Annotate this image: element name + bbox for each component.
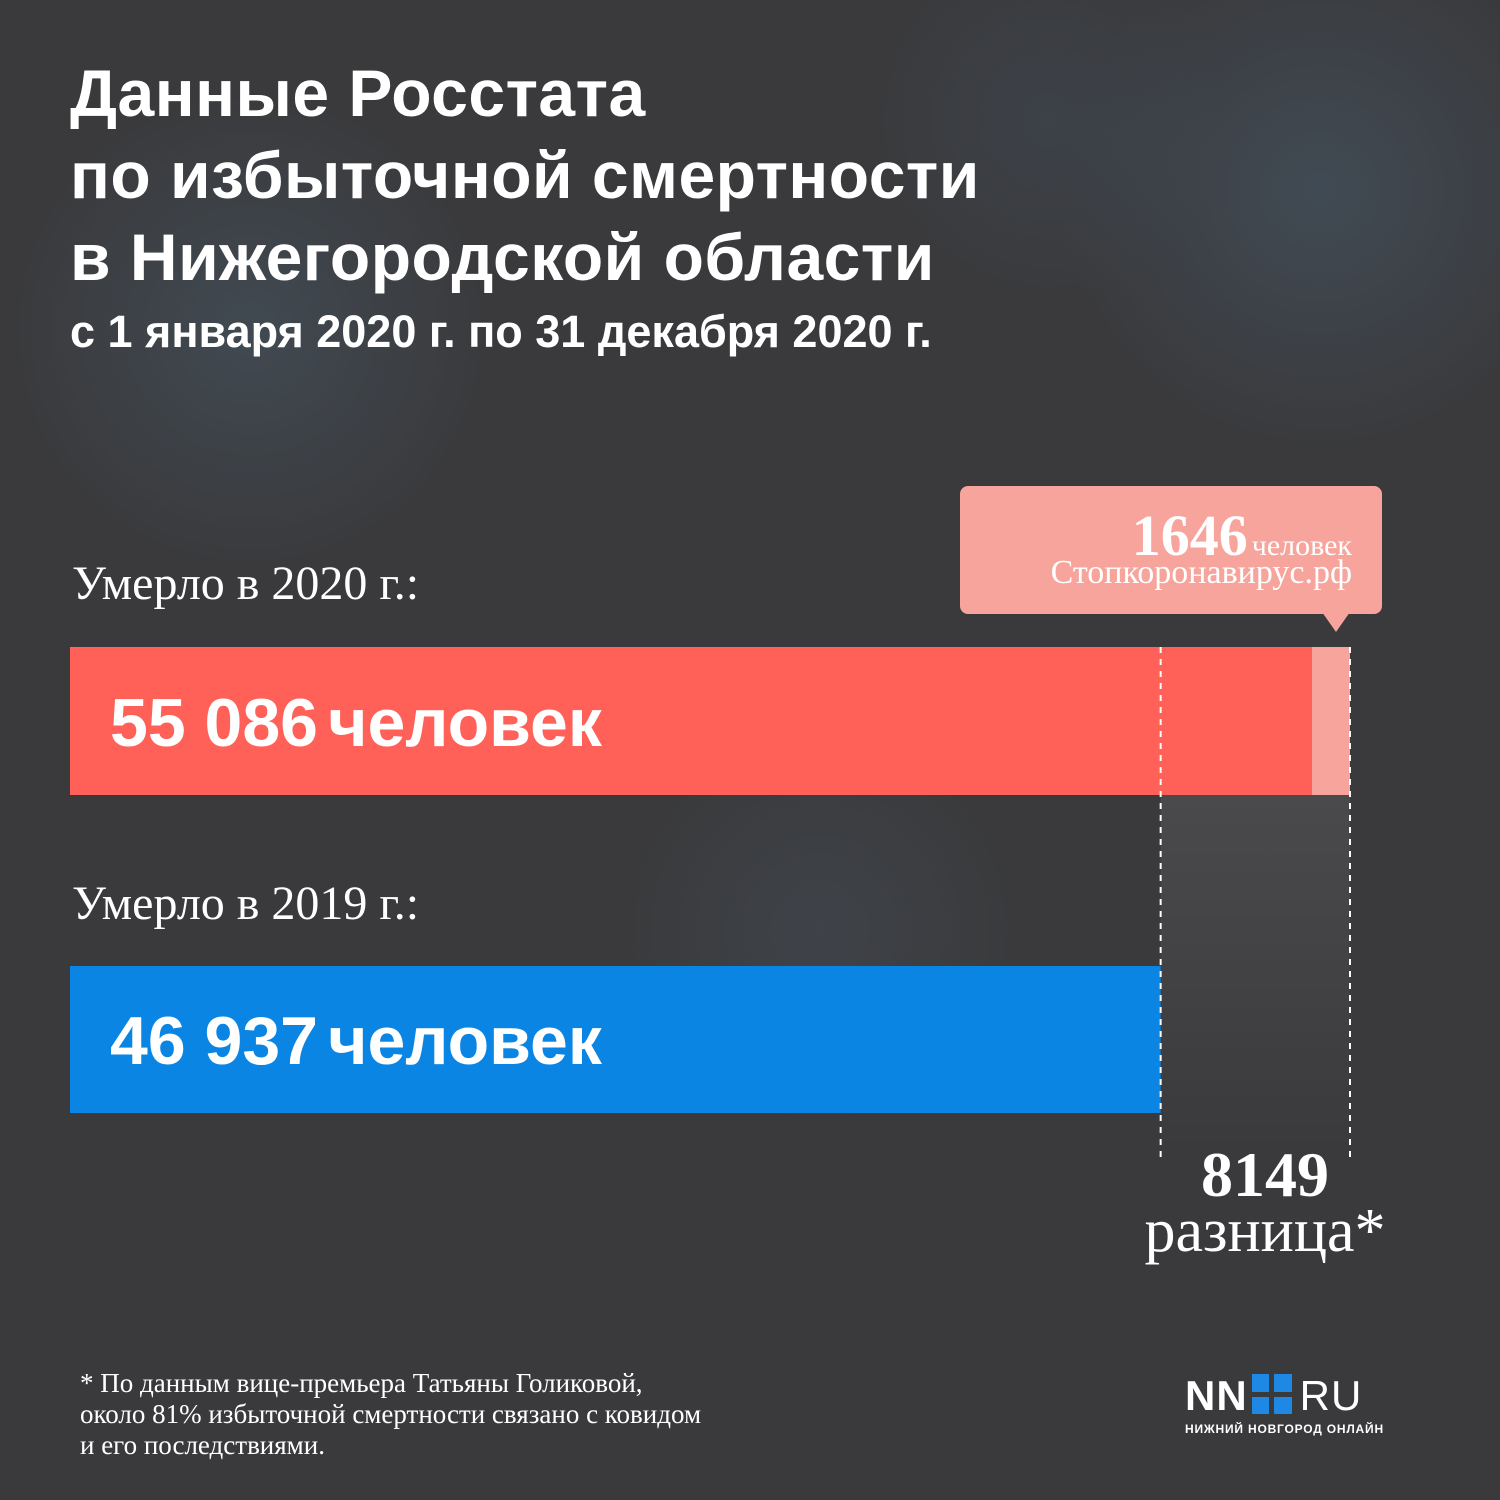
covid-callout: 1646 человек Стопкоронавирус.рф xyxy=(960,486,1382,614)
logo-square-icon xyxy=(1251,1374,1292,1414)
covid-unit: человек xyxy=(1251,529,1352,562)
difference-band xyxy=(1160,795,1350,1155)
logo-tagline: НИЖНИЙ НОВГОРОД ОНЛАЙН xyxy=(1185,1422,1384,1436)
value-label-2020: 55 086 человек xyxy=(110,684,602,762)
title-line: Данные Росстата xyxy=(70,56,646,130)
value-number: 55 086 xyxy=(110,685,318,761)
bar-2020 xyxy=(70,647,1312,795)
bar-2019 xyxy=(70,966,1161,1113)
footnote: * По данным вице-премьера Татьяны Голико… xyxy=(80,1368,980,1461)
covid-count: 1646 человек xyxy=(1132,502,1352,569)
value-unit: человек xyxy=(327,1003,602,1079)
date-range-subtitle: с 1 января 2020 г. по 31 декабря 2020 г. xyxy=(70,306,932,357)
category-label-2020: Умерло в 2020 г.: xyxy=(72,557,420,610)
logo-wordmark: NN RU xyxy=(1185,1372,1362,1420)
logo-right: RU xyxy=(1299,1372,1363,1419)
bar-2020-covid-segment xyxy=(1311,647,1350,795)
footnote-line: и его последствиями. xyxy=(80,1430,325,1460)
title-line: в Нижегородской области xyxy=(70,220,935,294)
logo-left: NN xyxy=(1185,1372,1248,1419)
value-number: 46 937 xyxy=(110,1003,318,1079)
title-line: по избыточной смертности xyxy=(70,138,980,212)
value-unit: человек xyxy=(327,685,602,761)
value-label-2019: 46 937 человек xyxy=(110,1002,602,1080)
covid-source: Стопкоронавирус.рф xyxy=(1050,554,1352,591)
nn-ru-logo: NN RU НИЖНИЙ НОВГОРОД ОНЛАЙН xyxy=(1185,1372,1420,1442)
page-title: Данные Росстата по избыточной смертности… xyxy=(70,52,1270,298)
footnote-line: около 81% избыточной смертности связано … xyxy=(80,1399,702,1429)
callout-pointer xyxy=(1322,612,1350,632)
footnote-line: * По данным вице-премьера Татьяны Голико… xyxy=(80,1368,643,1398)
difference-value: 8149 xyxy=(1201,1139,1329,1210)
covid-number: 1646 xyxy=(1131,503,1248,568)
category-label-2019: Умерло в 2019 г.: xyxy=(72,877,420,930)
difference-caption: разница* xyxy=(1144,1197,1386,1265)
